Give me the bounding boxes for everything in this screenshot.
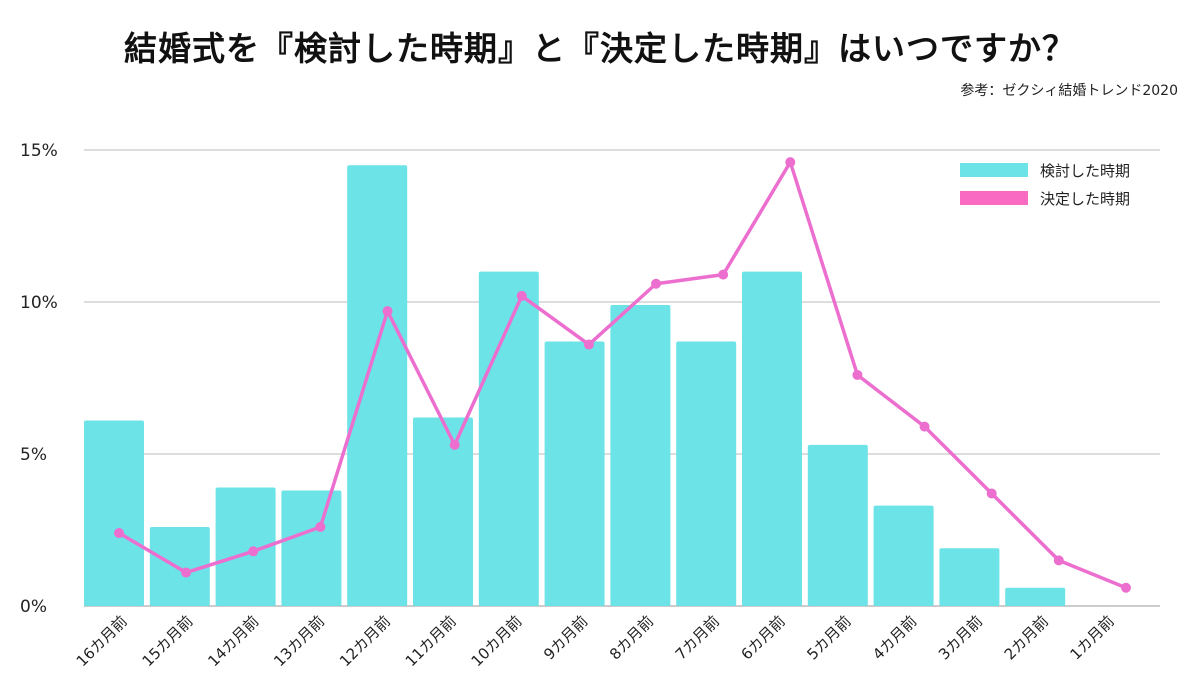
bar: [215, 487, 276, 606]
line-point: [449, 439, 460, 450]
bar: [413, 417, 473, 606]
x-tick-label: 14カ月前: [204, 612, 262, 670]
bar: [807, 444, 868, 606]
line-point: [382, 306, 393, 317]
x-tick-label: 3カ月前: [935, 612, 986, 663]
y-tick-label: 10%: [20, 293, 58, 313]
bar: [149, 526, 210, 606]
line-point: [651, 278, 662, 289]
bar: [610, 305, 671, 606]
line-point: [315, 521, 326, 532]
line-point: [986, 488, 997, 499]
legend-label: 決定した時期: [1040, 190, 1130, 208]
x-tick-label: 13カ月前: [270, 612, 328, 670]
line-point: [852, 369, 863, 380]
line-point: [516, 290, 527, 301]
chart-title: 結婚式を『検討した時期』と『決定した時期』はいつですか？: [124, 29, 1076, 68]
bar: [939, 548, 1000, 606]
x-tick-label: 4カ月前: [869, 612, 920, 663]
x-tick-label: 10カ月前: [468, 612, 526, 670]
line-point: [181, 567, 192, 578]
line-series: [118, 160, 1127, 590]
legend-swatch-bar: [960, 163, 1028, 177]
x-tick-label: 6カ月前: [738, 612, 789, 663]
x-tick-label: 7カ月前: [672, 612, 723, 663]
line-point: [583, 339, 594, 350]
line-point: [785, 157, 796, 168]
x-tick-label: 9カ月前: [540, 612, 591, 663]
y-tick-label: 0%: [20, 597, 47, 617]
legend-label: 検討した時期: [1040, 162, 1130, 180]
line-point: [718, 269, 729, 280]
bar: [873, 505, 934, 606]
bar: [544, 341, 605, 606]
bar: [281, 490, 342, 606]
x-tick-label: 12カ月前: [336, 612, 394, 670]
legend-swatch-line: [960, 191, 1028, 205]
line-point: [248, 546, 259, 557]
y-tick-label: 15%: [20, 141, 58, 161]
bar: [347, 165, 408, 606]
bar: [84, 420, 144, 606]
x-tick-label: 11カ月前: [402, 612, 460, 670]
line-point: [1120, 582, 1131, 593]
x-tick-label: 2カ月前: [1001, 612, 1052, 663]
x-tick-label: 1カ月前: [1067, 612, 1118, 663]
bar: [742, 271, 802, 606]
y-tick-label: 5%: [20, 445, 47, 465]
bar: [676, 341, 737, 606]
source-note: 参考：ゼクシィ結婚トレンド2020: [960, 83, 1178, 99]
line-point: [1053, 555, 1064, 566]
x-tick-label: 5カ月前: [803, 612, 854, 663]
x-tick-label: 15カ月前: [139, 612, 197, 670]
bar: [1005, 587, 1066, 606]
x-tick-label: 8カ月前: [606, 612, 657, 663]
x-tick-label: 16カ月前: [73, 612, 131, 670]
line-point: [919, 421, 930, 432]
line-point: [114, 528, 124, 539]
